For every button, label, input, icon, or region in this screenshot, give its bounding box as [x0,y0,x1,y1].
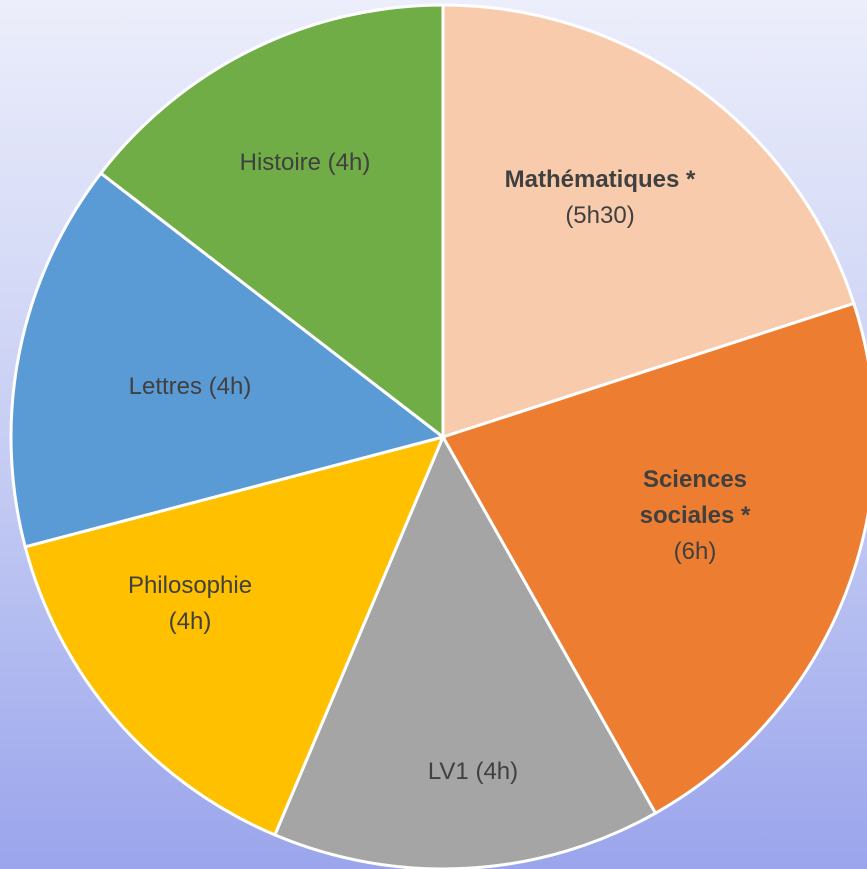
category-label: Philosophie [127,572,253,599]
value-label: (4h) [168,608,212,635]
slice-label: Lettres (4h) [40,369,340,405]
pie-slice [272,433,658,869]
value-label: (4h) [208,373,252,400]
value-label: (4h) [327,149,371,176]
pie-slice [23,434,446,837]
value-label: (6h) [673,538,717,565]
pie-slice [440,301,867,816]
category-label: Mathématiques * [504,166,696,193]
slice-label: Philosophie (4h) [95,568,285,640]
pie-slice [441,3,856,440]
pie-slice [9,171,447,549]
category-label: Sciences sociales * [639,466,751,529]
category-label: LV1 [427,758,469,785]
slice-label: Histoire (4h) [155,145,455,181]
value-label: (4h) [475,758,519,785]
slice-label: Mathématiques * (5h30) [440,162,760,234]
pie-slice [98,3,445,441]
value-label: (5h30) [565,202,635,229]
category-label: Lettres [128,373,202,400]
category-label: Histoire [239,149,321,176]
slice-label: Sciences sociales * (6h) [600,462,790,570]
slice-label: LV1 (4h) [323,754,623,790]
